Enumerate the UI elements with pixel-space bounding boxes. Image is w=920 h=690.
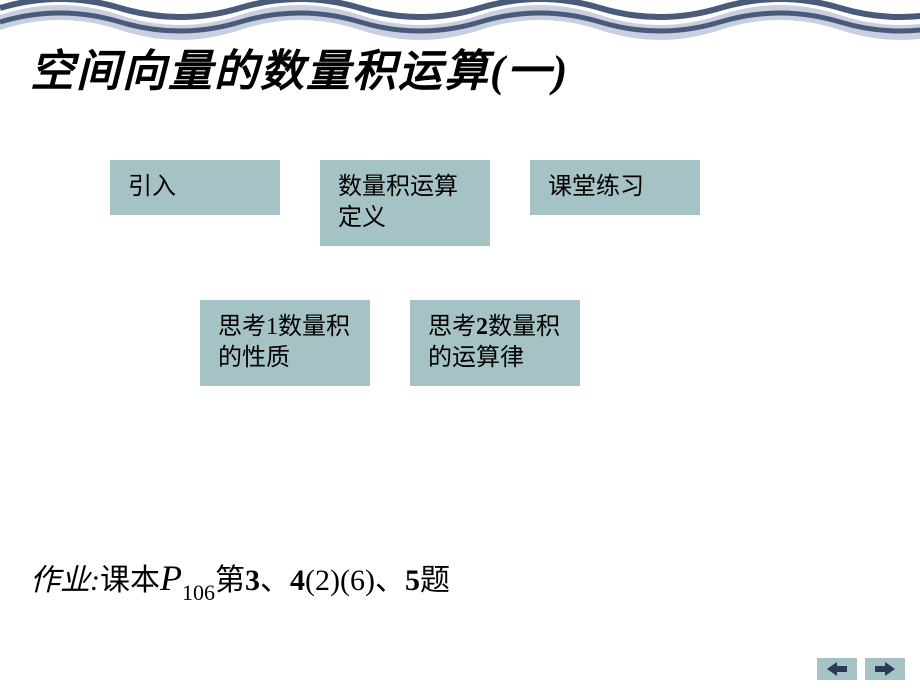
homework-middle: 第	[215, 555, 245, 599]
think2-num: 2	[476, 314, 488, 340]
homework-sep2: 、	[375, 555, 405, 599]
think2-button[interactable]: 思考2数量积的运算律	[410, 300, 580, 386]
exercise-button-label: 课堂练习	[548, 174, 644, 200]
slide-title: 空间向量的数量积运算(一)	[30, 35, 569, 99]
slide-nav-arrows	[817, 658, 905, 680]
homework-textbook: 课本	[100, 555, 160, 599]
exercise-button[interactable]: 课堂练习	[530, 160, 700, 215]
homework-page-symbol: P	[160, 557, 182, 599]
nav-row-1: 引入 数量积运算定义 课堂练习	[110, 160, 700, 246]
nav-row-2: 思考1数量积的性质 思考2数量积的运算律	[200, 300, 580, 386]
think1-button[interactable]: 思考1数量积的性质	[200, 300, 370, 386]
homework-q3: 5	[405, 564, 420, 598]
intro-button[interactable]: 引入	[110, 160, 280, 215]
homework-q1: 3	[245, 564, 260, 598]
definition-button-label: 数量积运算定义	[338, 174, 458, 231]
think1-prefix: 思考	[218, 314, 266, 340]
think2-prefix: 思考	[428, 314, 476, 340]
homework-label: 作业:	[30, 555, 100, 599]
homework-tail: 题	[420, 555, 450, 599]
homework-q2: 4	[290, 564, 305, 598]
intro-button-label: 引入	[128, 174, 176, 200]
next-slide-button[interactable]	[865, 658, 905, 680]
arrow-left-icon	[827, 662, 847, 676]
definition-button[interactable]: 数量积运算定义	[320, 160, 490, 246]
homework-q2-parts: (2)(6)	[305, 564, 375, 598]
homework-page-number: 106	[182, 580, 215, 606]
prev-slide-button[interactable]	[817, 658, 857, 680]
think1-num: 1	[266, 314, 278, 340]
arrow-right-icon	[875, 662, 895, 676]
homework-line: 作业: 课本 P 106 第 3 、 4 (2)(6) 、 5 题	[30, 555, 450, 599]
homework-sep1: 、	[260, 555, 290, 599]
